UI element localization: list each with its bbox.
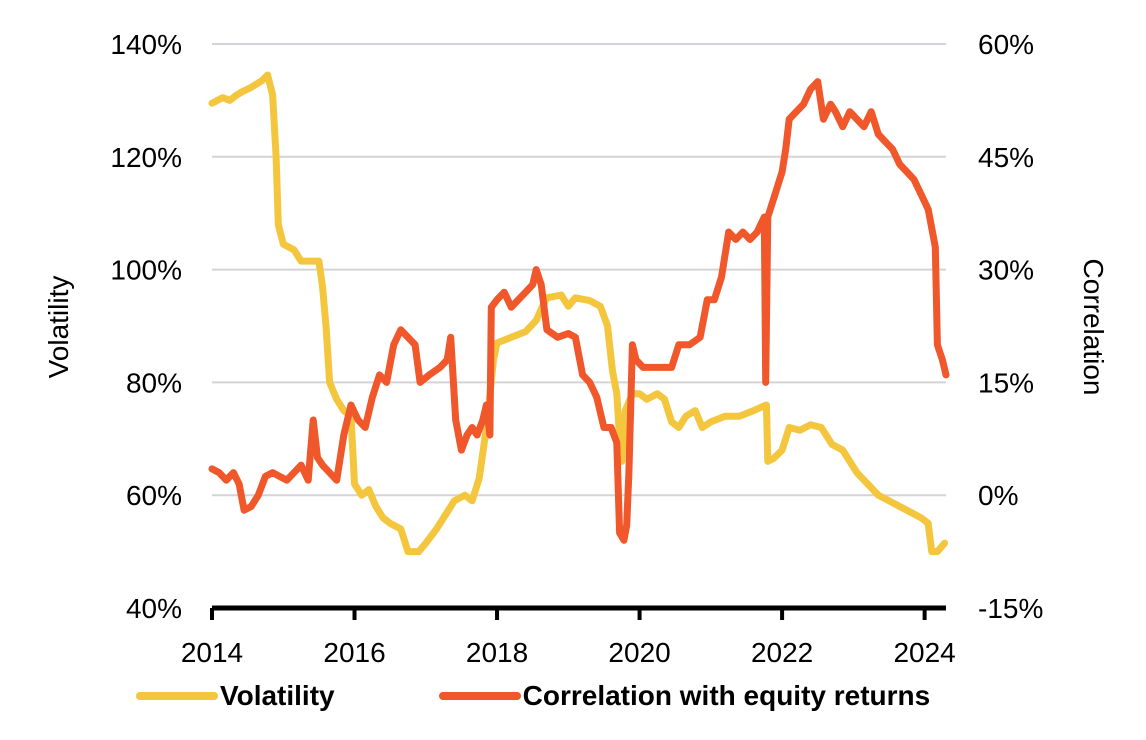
legend: Volatility Correlation with equity retur… [136,680,1034,712]
series-line-correlation [208,78,950,544]
y-left-tick-label: 120% [110,142,182,173]
y-left-tick-label: 40% [126,593,182,624]
y-right-tick-label: 60% [978,29,1034,60]
x-tick-label: 2018 [466,637,528,668]
y-left-tick-label: 100% [110,255,182,286]
y-axis-left: 140% 120% 100% 80% 60% 40% [110,29,182,624]
y-right-tick-label: -15% [978,593,1043,624]
y-left-tick-label: 60% [126,480,182,511]
x-tick-label: 2024 [893,637,955,668]
chart: 2014 2016 2018 2020 2022 2024 140% 120% 100% 80%… [43,29,1109,668]
legend-label-volatility: Volatility [220,680,335,711]
x-axis: 2014 2016 2018 2020 2022 2024 [181,605,956,668]
x-tick-label: 2020 [608,637,670,668]
legend-item-volatility: Volatility [136,680,335,712]
y-right-tick-label: 15% [978,367,1034,398]
x-tick-label: 2022 [751,637,813,668]
y-right-tick-label: 0% [978,480,1018,511]
legend-label-correlation: Correlation with equity returns [522,680,931,711]
legend-item-correlation: Correlation with equity returns [438,680,931,712]
series-layer [208,71,950,556]
y-axis-left-title: Volatility [43,276,74,379]
y-axis-right-title: Correlation [1078,259,1109,396]
series-line-volatility [208,71,949,556]
y-right-tick-label: 45% [978,142,1034,173]
y-right-tick-label: 30% [978,255,1034,286]
y-left-tick-label: 80% [126,367,182,398]
gridlines [212,43,946,497]
y-left-tick-label: 140% [110,29,182,60]
x-tick-label: 2014 [181,637,243,668]
legend-swatch-volatility [136,692,218,700]
x-tick-label: 2016 [323,637,385,668]
y-axis-right: 60% 45% 30% 15% 0% -15% [978,29,1043,624]
legend-swatch-correlation [438,692,521,700]
